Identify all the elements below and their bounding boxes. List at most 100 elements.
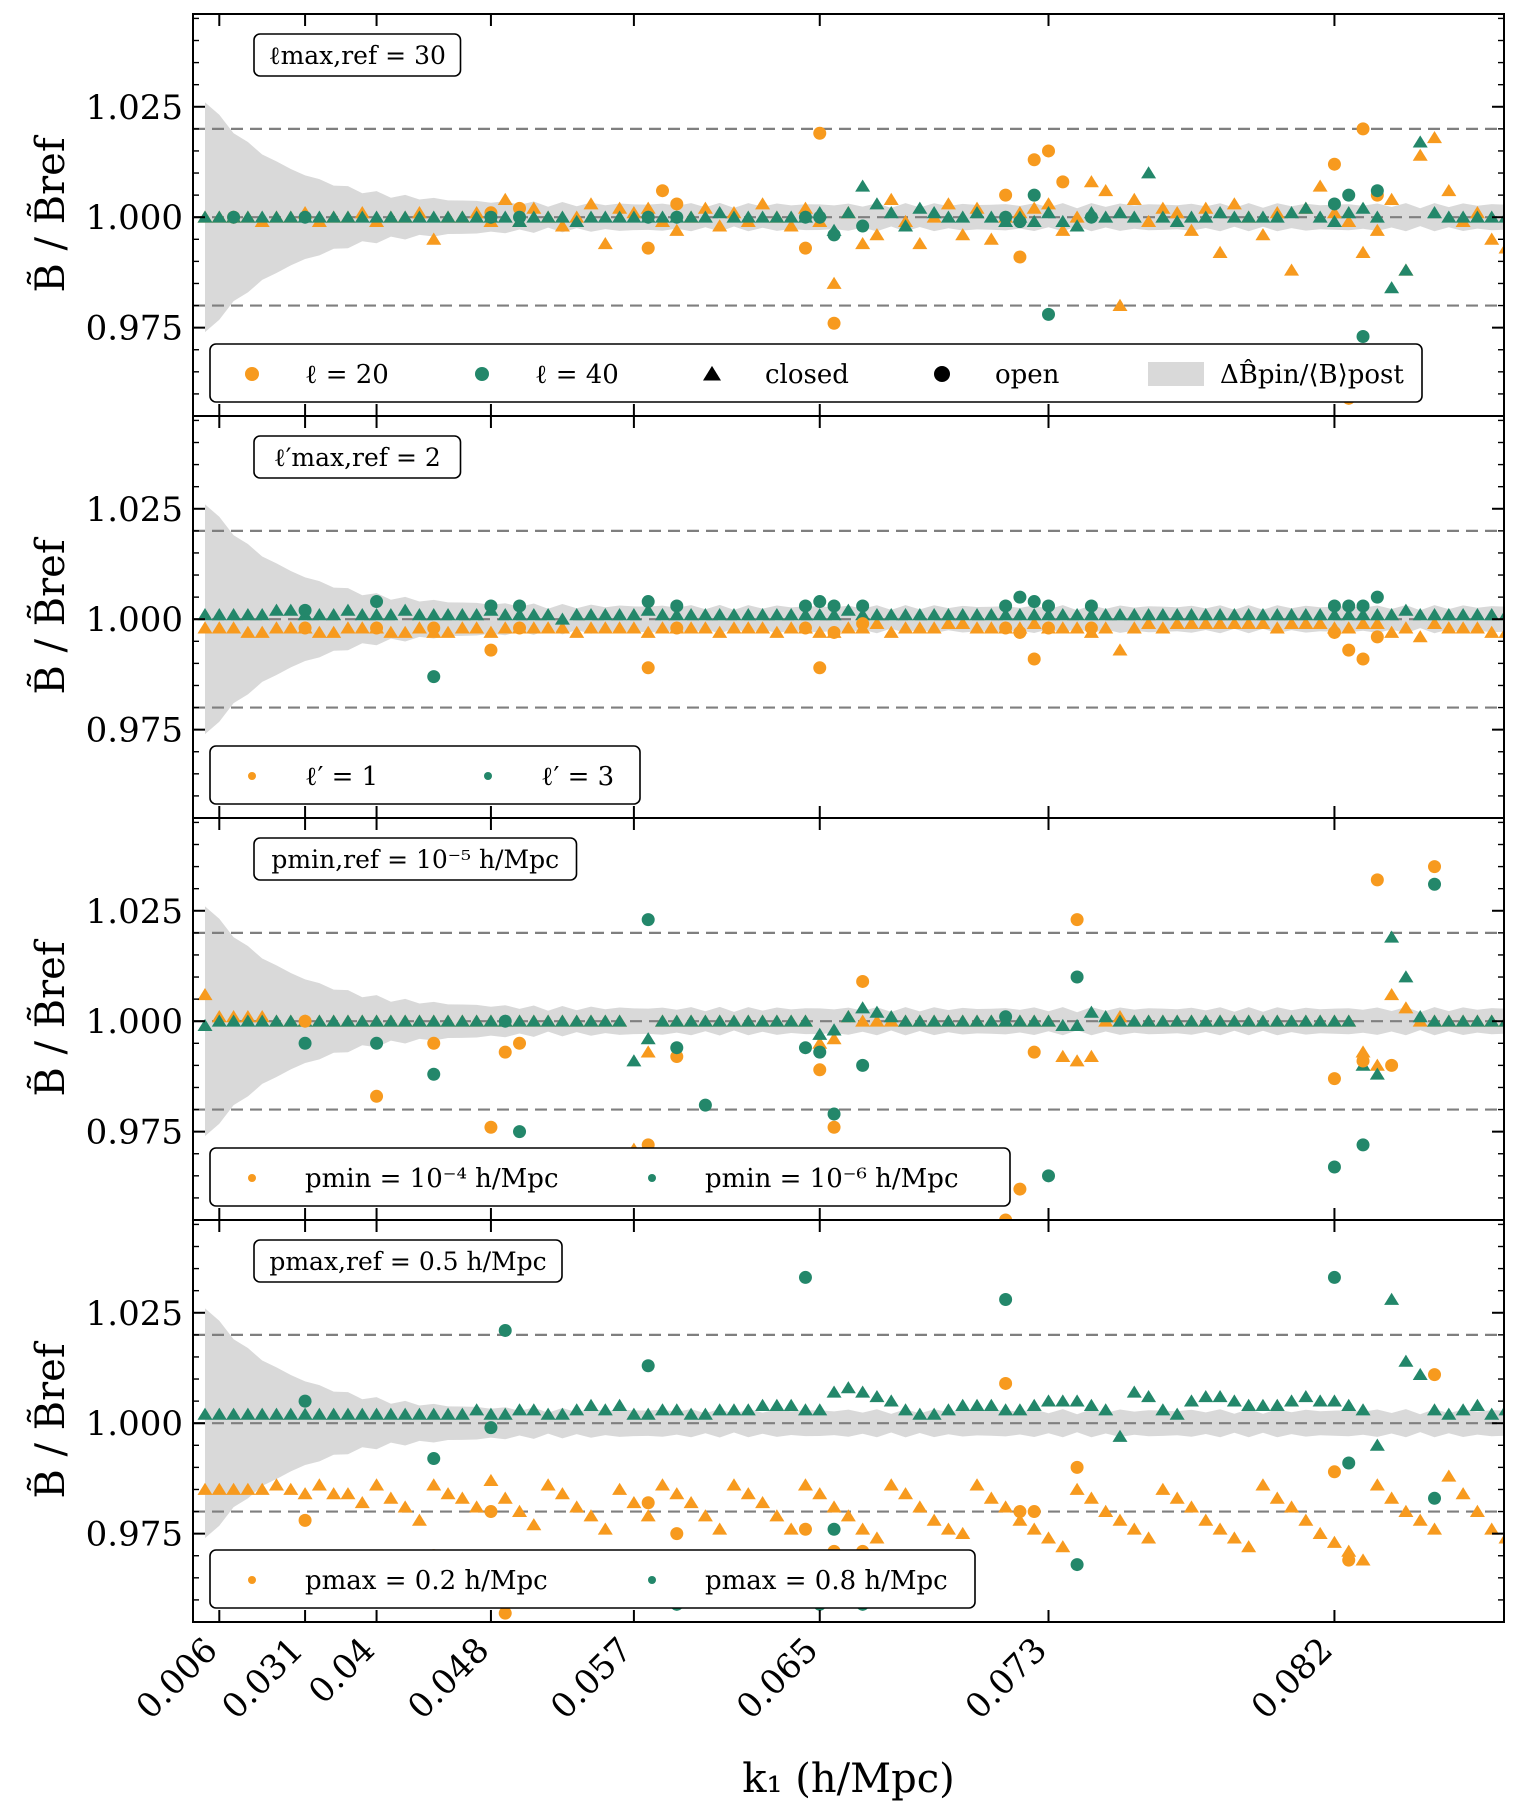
- data-point-triangle: [812, 1487, 828, 1500]
- data-point-circle: [813, 126, 827, 140]
- data-point-triangle: [440, 1014, 456, 1027]
- data-point-triangle: [640, 1032, 656, 1045]
- data-point-triangle: [1484, 232, 1500, 245]
- panel-1: 0.975 1.000 1.025 B̃ / B̃ref ℓmax,ref = 30 ℓ …: [27, 13, 1505, 417]
- x-tick-label: 0.065: [729, 1630, 826, 1727]
- data-point-triangle: [283, 621, 299, 634]
- data-point-triangle: [554, 210, 570, 223]
- data-point-circle: [1042, 144, 1056, 158]
- data-point-triangle: [1212, 206, 1228, 219]
- data-point-triangle: [411, 210, 427, 223]
- data-point-triangle: [1398, 603, 1414, 616]
- data-point-triangle: [254, 210, 270, 223]
- data-point-triangle: [240, 1014, 256, 1027]
- data-point-circle: [498, 1045, 512, 1059]
- legend-marker-circle: [245, 367, 259, 381]
- data-point-circle: [370, 621, 384, 635]
- data-point-triangle: [1341, 214, 1357, 228]
- data-point-circle: [1027, 1045, 1041, 1059]
- data-point-triangle: [1312, 616, 1328, 630]
- data-point-triangle: [983, 621, 999, 634]
- data-point-triangle: [512, 1504, 528, 1517]
- data-point-triangle: [1098, 183, 1114, 197]
- data-point-triangle: [1326, 1394, 1342, 1407]
- data-point-triangle: [1255, 616, 1271, 630]
- legend-label: pmax = 0.8 h/Mpc: [705, 1566, 948, 1596]
- data-point-triangle: [397, 1014, 413, 1027]
- annotation-text: ℓ′max,ref = 2: [274, 443, 441, 472]
- data-point-circle: [813, 661, 827, 675]
- data-point-triangle: [1055, 1049, 1071, 1062]
- data-point-circle: [1356, 122, 1370, 136]
- data-point-triangle: [1126, 210, 1142, 223]
- series-4: [298, 590, 1384, 684]
- data-point-triangle: [583, 210, 599, 223]
- data-point-triangle: [1269, 1014, 1285, 1027]
- data-point-triangle: [597, 236, 613, 250]
- data-point-triangle: [1241, 1540, 1257, 1553]
- data-point-triangle: [840, 1010, 856, 1023]
- data-point-triangle: [969, 206, 985, 219]
- data-point-triangle: [383, 625, 399, 638]
- data-point-triangle: [1269, 1398, 1285, 1411]
- data-point-triangle: [454, 621, 470, 634]
- data-point-triangle: [1198, 608, 1214, 621]
- data-point-triangle: [254, 1014, 270, 1027]
- y-tick-label: 1.000: [86, 1404, 183, 1444]
- data-point-circle: [1027, 595, 1041, 609]
- data-point-triangle: [712, 1403, 728, 1416]
- y-axis-title: B̃ / B̃ref: [27, 938, 74, 1096]
- data-point-triangle: [983, 210, 999, 223]
- data-point-triangle: [1326, 608, 1342, 621]
- data-point-circle: [1042, 599, 1056, 613]
- data-point-triangle: [826, 1385, 842, 1398]
- data-point-triangle: [940, 1403, 956, 1416]
- data-point-triangle: [826, 1500, 842, 1513]
- data-point-triangle: [354, 608, 370, 621]
- data-point-triangle: [1369, 616, 1385, 630]
- data-point-triangle: [1484, 210, 1500, 223]
- data-point-triangle: [483, 1407, 499, 1420]
- data-point-triangle: [1012, 1014, 1028, 1027]
- data-point-circle: [298, 1014, 312, 1028]
- data-point-circle: [1013, 250, 1027, 264]
- data-point-triangle: [1255, 1398, 1271, 1411]
- data-point-triangle: [1326, 206, 1342, 219]
- data-point-triangle: [1169, 1014, 1185, 1027]
- data-point-circle: [513, 210, 527, 224]
- data-point-triangle: [1455, 210, 1471, 223]
- data-point-triangle: [426, 608, 442, 621]
- data-point-triangle: [1198, 201, 1214, 214]
- data-point-triangle: [1298, 608, 1314, 621]
- data-point-triangle: [869, 1005, 885, 1018]
- data-point-triangle: [1355, 608, 1371, 621]
- data-point-triangle: [740, 621, 756, 634]
- data-point-triangle: [540, 1407, 556, 1420]
- data-point-triangle: [826, 608, 842, 621]
- y-tick-label: 1.000: [86, 1002, 183, 1042]
- data-point-triangle: [926, 206, 942, 219]
- data-point-triangle: [1427, 1014, 1443, 1027]
- data-point-triangle: [554, 1487, 570, 1500]
- data-point-triangle: [1427, 1403, 1443, 1416]
- data-point-triangle: [1398, 1354, 1414, 1367]
- data-point-triangle: [1226, 616, 1242, 630]
- data-point-triangle: [526, 210, 542, 223]
- data-point-triangle: [369, 1407, 385, 1420]
- data-point-triangle: [612, 1482, 628, 1495]
- data-point-triangle: [626, 621, 642, 634]
- data-point-triangle: [669, 1403, 685, 1416]
- data-point-circle: [813, 1045, 827, 1059]
- data-point-triangle: [1198, 1513, 1214, 1526]
- data-point-circle: [1370, 873, 1384, 887]
- data-point-triangle: [497, 210, 513, 223]
- data-point-triangle: [1441, 1469, 1457, 1482]
- data-point-circle: [670, 1041, 684, 1055]
- data-point-triangle: [898, 1487, 914, 1500]
- data-point-circle: [1070, 1558, 1084, 1572]
- data-point-triangle: [683, 1014, 699, 1027]
- data-point-circle: [370, 595, 384, 609]
- data-point-triangle: [840, 1381, 856, 1394]
- data-point-triangle: [1212, 1014, 1228, 1027]
